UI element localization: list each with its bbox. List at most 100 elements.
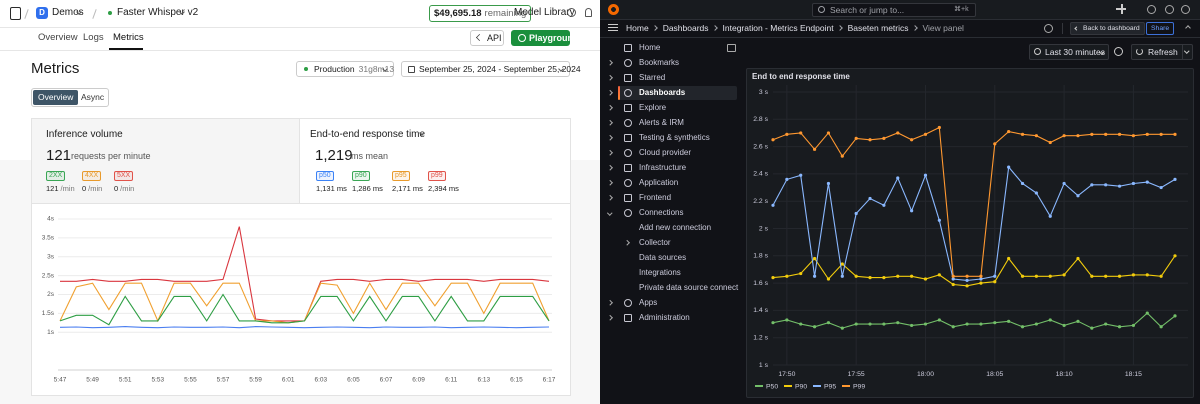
code-value: 0/min: [82, 184, 102, 193]
nav-item[interactable]: Frontend: [639, 193, 672, 202]
nav-item[interactable]: Administration: [639, 313, 690, 322]
share-button[interactable]: Share: [1146, 22, 1175, 35]
search-placeholder: Search or jump to...: [830, 5, 905, 15]
badge: p90: [352, 171, 370, 181]
nav-item[interactable]: Apps: [639, 298, 658, 307]
nav-item[interactable]: Application: [639, 178, 679, 187]
view-option[interactable]: Async: [81, 92, 105, 102]
org-name[interactable]: Demos: [52, 7, 84, 18]
api-button[interactable]: API: [470, 30, 504, 46]
user-icon[interactable]: [585, 8, 592, 17]
nav-item[interactable]: Dashboards: [639, 88, 686, 97]
inference-value: 121: [46, 147, 72, 164]
nav-item[interactable]: Add new connection: [639, 223, 712, 232]
balance-amount: $49,695.18: [434, 8, 482, 19]
nav-icon: [624, 134, 632, 142]
nav-item[interactable]: Infrastructure: [639, 163, 687, 172]
percentile-value: 1,286 ms: [352, 184, 383, 193]
environment-name: Production: [314, 64, 355, 74]
date-range-select[interactable]: September 25, 2024 - September 25, 2024: [401, 61, 581, 77]
chevron: [607, 105, 613, 111]
breadcrumbs: Home Dashboards Integration - Metrics Endp…: [626, 22, 964, 34]
nav-icon: [624, 44, 632, 52]
chat-icon: [518, 34, 526, 42]
toolbar-icon[interactable]: [1147, 5, 1156, 14]
org-badge: D: [36, 7, 48, 19]
chevron: [607, 315, 613, 321]
model-library[interactable]: Model Library: [514, 7, 575, 18]
code-count: 0: [114, 184, 119, 193]
inference-unit: requests per minute: [71, 151, 151, 161]
percentile-value: 2,171 ms: [392, 184, 423, 193]
sidebar-dock-icon[interactable]: [727, 44, 736, 52]
baseten-app: D Demos Faster Whisper v2 $49,695.18 remaini…: [0, 5, 600, 396]
tab-underline: [109, 48, 143, 50]
time-range: Last 30 minutes: [1045, 47, 1106, 57]
nav-item[interactable]: Bookmarks: [639, 58, 680, 67]
environment-select[interactable]: Production 31g8m13: [296, 61, 394, 77]
zoom-out-button[interactable]: [1114, 47, 1123, 56]
toolbar-divider: [1062, 23, 1063, 34]
nav-icon: [624, 164, 632, 172]
breadcrumb-separator: [651, 25, 658, 31]
nav-item[interactable]: Alerts & IRM: [639, 118, 684, 127]
nav-item[interactable]: Data sources: [639, 253, 687, 262]
back-button[interactable]: Back to dashboard: [1070, 22, 1145, 35]
badge: 4XX: [82, 171, 102, 181]
nav-icon: [624, 314, 632, 322]
menu-icon: [608, 24, 618, 26]
nav-item[interactable]: Home: [639, 43, 661, 52]
nav-item[interactable]: Explore: [639, 103, 667, 112]
refresh-button[interactable]: Refresh: [1131, 44, 1193, 60]
logo: [10, 7, 21, 20]
nav-icon: [624, 209, 632, 217]
status-dot: [108, 11, 112, 15]
nav-item[interactable]: Private data source connect: [639, 283, 739, 292]
info-icon[interactable]: [1044, 24, 1053, 33]
shortcut: ⌘+k: [954, 6, 969, 13]
code-icon: [476, 34, 483, 41]
nav-item[interactable]: Cloud provider: [639, 148, 692, 157]
chevron: [607, 135, 613, 141]
nav-icon: [624, 194, 632, 202]
tab[interactable]: Overview: [38, 32, 78, 43]
badge: p50: [316, 171, 334, 181]
divider: [600, 37, 1200, 38]
search-box[interactable]: Search or jump to... ⌘+k: [812, 3, 976, 17]
view-toggle: [31, 88, 109, 107]
latency-title[interactable]: End-to-end response time: [310, 129, 426, 140]
nav-item[interactable]: Testing & synthetics: [639, 133, 710, 142]
chevron: [607, 180, 613, 186]
help-icon[interactable]: [567, 8, 576, 17]
breadcrumb: Dashboards: [662, 23, 709, 33]
chevron: [607, 120, 613, 126]
nav-icon: [624, 74, 632, 82]
nav-item[interactable]: Integrations: [639, 268, 681, 277]
chevron: [607, 90, 613, 96]
divider: [0, 50, 600, 51]
code-unit: /min: [88, 184, 103, 193]
tab[interactable]: Metrics: [113, 32, 144, 43]
model-name[interactable]: Faster Whisper v2: [117, 7, 199, 18]
chevron: [1184, 48, 1190, 54]
nav-item[interactable]: Connections: [639, 208, 684, 217]
time-range-picker[interactable]: Last 30 minutes: [1029, 44, 1109, 60]
playground-button[interactable]: Playground: [511, 30, 579, 46]
nav-item[interactable]: Collector: [639, 238, 671, 247]
toolbar-icon[interactable]: [1165, 5, 1174, 14]
breadcrumb: Baseten metrics: [847, 23, 909, 33]
view-option[interactable]: Overview: [33, 90, 79, 105]
chevron: [624, 240, 630, 246]
nav-icon: [624, 59, 632, 67]
panel: [746, 68, 1194, 398]
balance: $49,695.18 remaining: [429, 5, 532, 22]
separator: [92, 9, 97, 19]
toolbar-icon[interactable]: [1181, 5, 1190, 14]
tab[interactable]: Logs: [83, 32, 104, 43]
badge: p99: [428, 171, 446, 181]
nav-item[interactable]: Starred: [639, 73, 666, 82]
chevron: [607, 60, 613, 66]
chevron: [607, 75, 613, 81]
badge: 2XX: [46, 171, 66, 181]
